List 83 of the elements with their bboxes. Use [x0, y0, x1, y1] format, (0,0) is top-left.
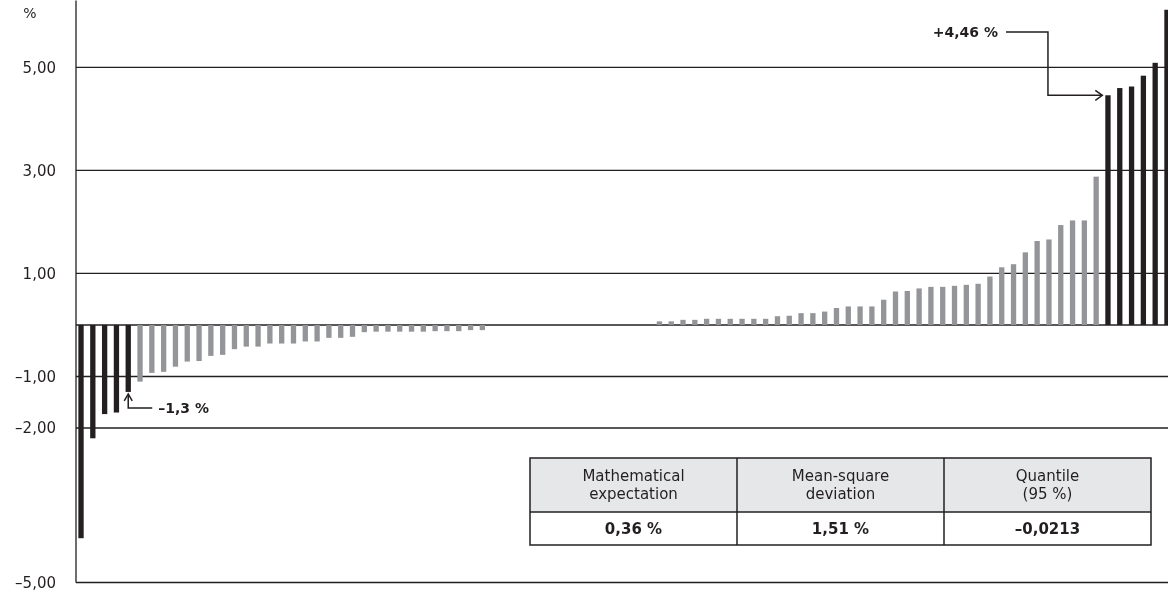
y-tick-label: –5,00 — [15, 573, 56, 592]
bar — [397, 324, 403, 332]
bar — [881, 299, 887, 325]
bar — [916, 288, 922, 325]
bar — [822, 311, 828, 325]
bar — [668, 321, 674, 325]
text: 1,51 % — [811, 519, 870, 538]
bar — [467, 324, 474, 331]
bar — [184, 324, 190, 362]
bar — [338, 324, 344, 338]
y-tick-label: 5,00 — [22, 58, 56, 77]
bar — [314, 324, 320, 342]
bar — [361, 324, 367, 333]
bar — [892, 291, 899, 325]
bar — [715, 318, 722, 325]
bar — [975, 283, 981, 325]
bar — [833, 307, 840, 325]
bar — [432, 324, 438, 332]
bar — [857, 306, 863, 325]
category-label: Mean-square deviation — [791, 467, 890, 504]
bar — [1034, 241, 1040, 325]
text: –0,0213 — [1014, 519, 1081, 538]
bar — [172, 324, 179, 367]
bar — [160, 324, 167, 372]
bar — [656, 321, 663, 325]
bar — [408, 324, 415, 332]
bar — [149, 324, 155, 373]
bar — [373, 324, 379, 332]
bar — [940, 286, 946, 325]
bar — [137, 324, 143, 382]
data-label: +4,46 % — [932, 24, 998, 40]
bar — [739, 318, 745, 325]
bar — [987, 276, 993, 325]
bar — [774, 316, 781, 325]
bar — [904, 290, 910, 325]
y-tick-label: 1,00 — [22, 264, 56, 283]
bar — [1010, 264, 1017, 325]
bar — [220, 324, 226, 355]
bar — [279, 324, 285, 344]
text: 0,36 % — [604, 519, 663, 538]
bar — [727, 318, 733, 325]
category-label: Mathematical expectation — [582, 467, 685, 504]
bar — [951, 285, 958, 325]
bar — [845, 306, 851, 325]
bar — [1058, 225, 1064, 325]
bar — [999, 267, 1005, 325]
bar — [231, 324, 238, 350]
bar — [208, 324, 214, 356]
y-tick-label: –2,00 — [15, 419, 56, 438]
y-tick-label: 3,00 — [22, 161, 56, 180]
bar — [751, 318, 757, 325]
bar — [444, 324, 450, 332]
category-label: Quantile (95 %) — [1015, 467, 1080, 504]
bar — [963, 284, 969, 325]
bar — [420, 324, 426, 332]
bar — [810, 313, 816, 325]
bar — [1022, 252, 1028, 325]
bar — [680, 319, 686, 325]
bar — [798, 313, 804, 325]
bar — [1069, 220, 1076, 325]
bar — [479, 324, 486, 331]
bar — [869, 306, 875, 325]
bar — [692, 319, 698, 325]
bar — [762, 318, 769, 325]
bar — [1081, 220, 1088, 325]
bar — [385, 324, 391, 332]
bar — [1093, 176, 1099, 325]
bar — [928, 286, 934, 325]
bar — [703, 318, 710, 325]
bar — [196, 324, 202, 362]
bar — [456, 324, 462, 332]
bar — [302, 324, 308, 342]
y-tick-label: –1,00 — [15, 367, 56, 386]
bar — [349, 324, 356, 337]
bar — [243, 324, 249, 347]
y-axis-title: % — [23, 5, 37, 21]
data-label: –1,3 % — [158, 399, 209, 416]
bar — [786, 315, 792, 325]
bar — [1046, 239, 1052, 325]
bar — [267, 324, 273, 344]
bar — [290, 324, 297, 344]
bar — [255, 324, 261, 347]
bar — [326, 324, 332, 338]
